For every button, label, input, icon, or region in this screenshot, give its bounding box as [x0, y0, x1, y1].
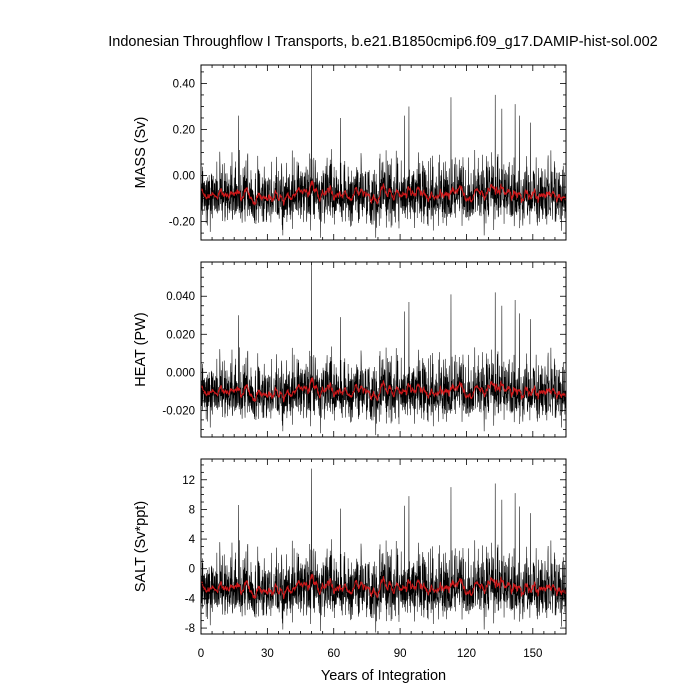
y-tick-label: 0.020 — [166, 329, 195, 341]
panel-salt: -8 -4 0 4 8 12 SALT (Sv*ppt) 0 30 60 90 120 150 Years… — [133, 458, 567, 684]
series-smoothed-line — [201, 376, 566, 403]
x-tick-label: 150 — [523, 648, 542, 660]
y-tick-label: -0.20 — [169, 217, 195, 229]
y-tick-label: 0.20 — [173, 124, 195, 136]
x-tick-label: 120 — [457, 648, 476, 660]
x-tick-label: 60 — [327, 648, 340, 660]
y-tick-label: 12 — [182, 475, 195, 487]
series-smoothed-line — [201, 179, 566, 206]
y-axis-label: SALT (Sv*ppt) — [133, 501, 149, 592]
panels: -0.20 0.00 0.20 0.40 MASS (Sv) -0.020 0.000 0.0… — [133, 64, 567, 684]
y-axis-label: MASS (Sv) — [133, 117, 149, 189]
series-smoothed-line — [201, 573, 566, 600]
panel-frame — [200, 261, 567, 438]
series-raw-line — [201, 67, 566, 238]
x-tick-label: 0 — [198, 648, 204, 660]
y-tick-label: 0.00 — [173, 171, 195, 183]
x-tick-label: 90 — [394, 648, 407, 660]
y-tick-label: 8 — [189, 504, 195, 516]
panel-plot-area — [201, 263, 566, 436]
panel-plot-area — [201, 67, 566, 238]
panel-plot-area — [201, 468, 566, 633]
series-raw-line — [201, 468, 566, 633]
y-axis-label: HEAT (PW) — [133, 312, 149, 386]
y-tick-label: 0.40 — [173, 78, 195, 90]
panel-heat: -0.020 0.000 0.020 0.040 HEAT (PW) — [133, 261, 567, 438]
y-tick-label: -0.020 — [162, 405, 195, 417]
x-tick-label: 30 — [261, 648, 274, 660]
y-tick-label: 0 — [189, 564, 195, 576]
y-tick-label: 4 — [189, 534, 196, 546]
y-tick-label: 0.040 — [166, 291, 195, 303]
y-tick-label: -8 — [185, 623, 195, 635]
panel-mass: -0.20 0.00 0.20 0.40 MASS (Sv) — [133, 64, 567, 241]
x-axis-label: Years of Integration — [321, 668, 446, 684]
series-raw-line — [201, 263, 566, 436]
y-tick-label: 0.000 — [166, 367, 195, 379]
chart-title: Indonesian Throughflow I Transports, b.e… — [108, 34, 657, 50]
y-tick-label: -4 — [185, 593, 196, 605]
